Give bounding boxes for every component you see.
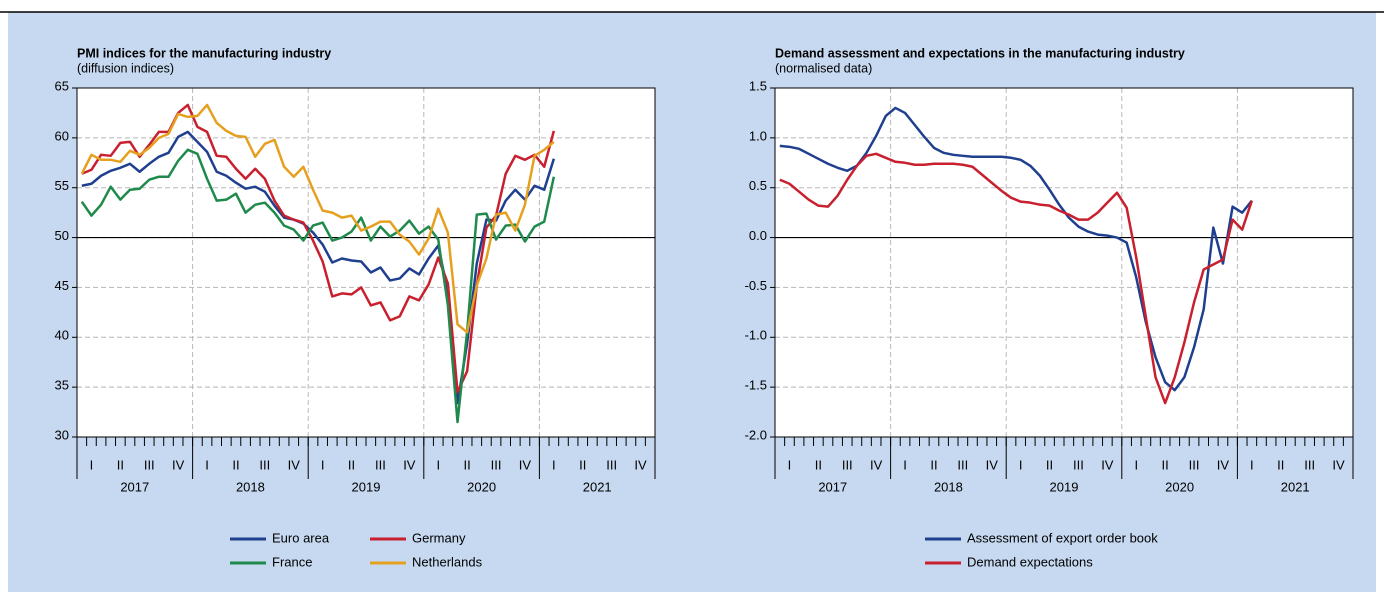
x-tick-label: II [815,457,822,472]
y-tick-label: 1.5 [749,78,767,93]
chart-subtitle: (diffusion indices) [77,61,174,75]
x-tick-label: IV [1217,457,1230,472]
x-tick-label: IV [172,457,185,472]
x-tick-label: I [1134,457,1138,472]
x-tick-label: II [232,457,239,472]
plot-area [775,88,1353,437]
x-tick-label: I [321,457,325,472]
x-tick-label: IV [1332,457,1345,472]
series-line [81,130,556,405]
year-label: 2021 [583,479,612,494]
year-label: 2019 [352,479,381,494]
x-tick-label: I [436,457,440,472]
legend-label: Netherlands [412,554,483,569]
x-tick-label: I [788,457,792,472]
y-tick-label: 50 [55,228,69,243]
year-label: 2019 [1050,479,1079,494]
year-label: 2017 [120,479,149,494]
x-tick-label: I [90,457,94,472]
x-tick-label: I [903,457,907,472]
legend-label: Euro area [272,530,330,545]
x-tick-label: II [1277,457,1284,472]
x-tick-label: III [144,457,155,472]
x-tick-label: I [552,457,556,472]
y-tick-label: 1.0 [749,128,767,143]
y-tick-label: 65 [55,78,69,93]
chart-title: PMI indices for the manufacturing indust… [77,46,331,60]
series-line [779,152,1254,405]
chart-title: Demand assessment and expectations in th… [775,46,1185,60]
year-label: 2020 [467,479,496,494]
x-tick-label: III [957,457,968,472]
x-tick-label: IV [519,457,532,472]
y-tick-label: -1.0 [745,328,767,343]
x-tick-label: III [491,457,502,472]
x-tick-label: III [259,457,270,472]
x-tick-label: II [930,457,937,472]
legend-label: Germany [412,530,466,545]
x-tick-label: IV [403,457,416,472]
x-tick-label: II [348,457,355,472]
x-tick-label: III [1304,457,1315,472]
y-tick-label: 40 [55,328,69,343]
plot-frame [774,87,1354,438]
y-tick-label: 35 [55,378,69,393]
x-tick-label: III [1073,457,1084,472]
x-tick-label: II [579,457,586,472]
chart-subtitle: (normalised data) [775,61,872,75]
series-line [80,103,555,334]
plot-frame [76,87,656,438]
y-tick-label: 45 [55,278,69,293]
y-tick-label: -0.5 [745,278,767,293]
year-label: 2017 [818,479,847,494]
y-tick-label: -2.0 [745,427,767,442]
x-tick-label: III [842,457,853,472]
series-line [80,148,556,424]
x-tick-label: IV [288,457,301,472]
y-tick-label: 0.0 [749,228,767,243]
x-tick-label: III [606,457,617,472]
x-tick-label: II [464,457,471,472]
legend-label: France [272,554,312,569]
x-tick-label: III [375,457,386,472]
x-tick-label: II [1162,457,1169,472]
y-tick-label: 55 [55,178,69,193]
x-tick-label: I [205,457,209,472]
year-label: 2020 [1165,479,1194,494]
x-tick-label: IV [634,457,647,472]
x-tick-label: IV [1101,457,1114,472]
x-tick-label: I [1250,457,1254,472]
x-tick-label: II [1046,457,1053,472]
year-label: 2018 [236,479,265,494]
y-tick-label: 0.5 [749,178,767,193]
year-label: 2021 [1281,479,1310,494]
x-tick-label: III [1189,457,1200,472]
y-tick-label: -1.5 [745,378,767,393]
x-tick-label: IV [870,457,883,472]
year-label: 2018 [934,479,963,494]
legend-label: Demand expectations [967,554,1093,569]
x-tick-label: IV [986,457,999,472]
x-tick-label: I [1019,457,1023,472]
x-tick-label: II [117,457,124,472]
y-tick-label: 30 [55,427,69,442]
y-tick-label: 60 [55,128,69,143]
series-line [81,103,556,394]
legend-label: Assessment of export order book [967,530,1158,545]
plot-area [77,88,655,437]
